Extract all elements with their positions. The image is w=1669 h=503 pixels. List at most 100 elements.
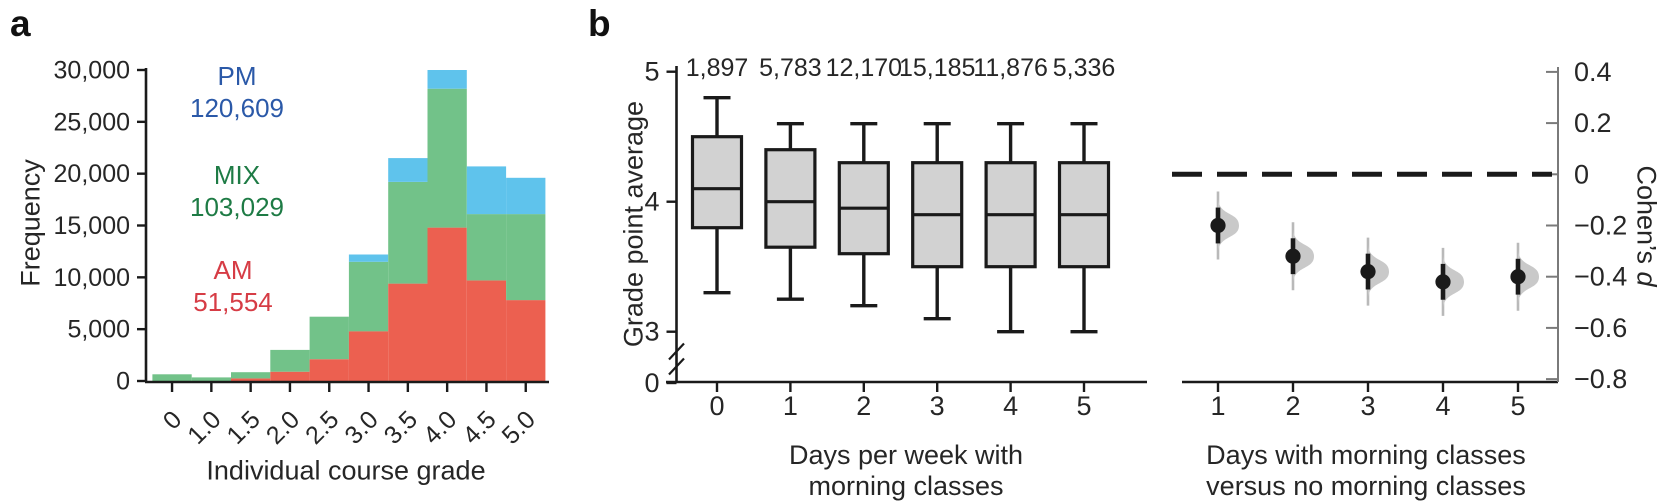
histogram-x-tick-label: 4.5	[457, 405, 501, 449]
legend-mix-count: 103,029	[190, 192, 284, 222]
legend-pm-count: 120,609	[190, 93, 284, 123]
histogram-x-tick-label: 4.0	[418, 405, 462, 449]
histogram-bar-segment-pm	[466, 166, 507, 215]
half-violin	[1368, 244, 1389, 299]
box-count-label: 15,185	[899, 54, 975, 82]
boxplot-y-tick-label: 0	[644, 368, 659, 398]
boxplot-y-axis-title: Grade point average	[618, 100, 649, 348]
histogram-x-tick-label: 1.5	[222, 405, 266, 449]
effects-y-tick-label: 0	[1574, 159, 1589, 189]
histogram-bar-segment-am	[388, 283, 428, 381]
histogram-x-tick-label: 3.5	[379, 405, 423, 449]
histogram-bar-segment-am	[506, 300, 546, 381]
histogram-bar-segment-mix	[152, 374, 192, 381]
box-count-label: 11,876	[973, 54, 1048, 82]
box	[690, 135, 744, 230]
histogram-bar-segment-am	[427, 227, 467, 381]
panel-a-letter: a	[10, 3, 31, 44]
histogram-bar-segment-mix	[309, 316, 349, 360]
histogram-bar-segment-am	[231, 378, 271, 381]
histogram-bar-segment-am	[270, 371, 310, 381]
histogram-y-tick-label: 25,000	[54, 108, 130, 136]
effect-point	[1210, 217, 1226, 234]
histogram-bar-segment-pm	[427, 70, 467, 89]
box-count-label: 12,170	[826, 54, 902, 82]
histogram-x-tick-label: 2.5	[300, 405, 344, 449]
effects-y-tick-label: −0.2	[1574, 211, 1627, 241]
effects-y-tick-label: −0.6	[1574, 313, 1627, 343]
histogram-bar-segment-mix	[270, 349, 310, 372]
box-count-label: 5,336	[1053, 54, 1116, 82]
histogram-bar-segment-mix	[466, 214, 507, 281]
boxplot-y-tick-label: 5	[644, 57, 659, 87]
histogram-y-tick-label: 20,000	[54, 160, 130, 188]
box-count-label: 5,783	[759, 54, 822, 82]
boxplot-y-tick-label: 3	[644, 317, 659, 347]
boxplot-x-tick-label: 5	[1076, 391, 1091, 421]
histogram-bar-segment-mix	[191, 377, 231, 381]
boxplot-y-tick-label: 4	[644, 187, 659, 217]
half-violin	[1218, 198, 1239, 253]
half-violin	[1518, 249, 1539, 304]
legend-pm-label: PM	[217, 61, 257, 91]
effects-y-tick-label: −0.4	[1574, 262, 1627, 292]
effect-point	[1360, 263, 1376, 280]
histogram-bar-segment-mix	[231, 372, 271, 379]
boxplot-x-axis-title: Days per week with morning classes	[788, 440, 1024, 501]
boxplot-x-tick-label: 1	[783, 391, 798, 421]
histogram-bar-segment-mix	[388, 182, 428, 284]
histogram-x-tick-label: 3.0	[339, 405, 383, 449]
axis-break-mark	[668, 342, 685, 361]
legend-am-count: 51,554	[193, 287, 273, 317]
histogram-x-tick-label: 5.0	[497, 405, 541, 449]
histogram-x-axis-title: Individual course grade	[206, 455, 486, 486]
legend-am-label: AM	[213, 255, 253, 285]
legend-am: AM 51,554	[193, 254, 273, 318]
effects-y-tick-label: 0.2	[1574, 108, 1612, 138]
histogram-y-axis-title: Frequency	[15, 159, 46, 287]
effect-point	[1510, 269, 1526, 285]
boxplot-x-tick-label: 4	[1003, 391, 1018, 421]
histogram-bar-segment-pm	[388, 158, 428, 182]
legend-pm: PM 120,609	[190, 60, 284, 124]
box	[764, 148, 817, 249]
effects-x-tick-label: 2	[1285, 391, 1300, 421]
half-violin	[1443, 254, 1464, 309]
histogram-y-tick-label: 5,000	[67, 316, 130, 344]
effects-x-tick-label: 5	[1510, 391, 1525, 421]
boxplot-x-tick-label: 3	[930, 391, 945, 421]
effects-y-axis-title: Cohen’s d	[1631, 165, 1662, 287]
histogram-x-tick-label: 1.0	[182, 405, 226, 449]
panel-b-letter: b	[588, 3, 611, 44]
histogram-bar-segment-am	[348, 331, 389, 381]
histogram-bar-segment-am	[309, 359, 349, 381]
legend-mix-label: MIX	[213, 160, 261, 190]
box-count-label: 1,897	[686, 54, 749, 82]
histogram-bar-segment-mix	[506, 214, 546, 301]
histogram-y-tick-label: 30,000	[54, 57, 130, 85]
boxplot-x-tick-label: 2	[856, 391, 871, 421]
half-violin	[1293, 229, 1314, 284]
histogram-bar-segment-mix	[348, 261, 389, 332]
effects-x-tick-label: 4	[1435, 391, 1450, 421]
histogram-bar-segment-am	[466, 280, 507, 381]
effects-x-axis-title: Days with morning classes versus no morn…	[1206, 440, 1526, 501]
effect-point	[1285, 248, 1301, 264]
effects-x-tick-label: 3	[1360, 391, 1375, 421]
axis-break-mark	[668, 357, 685, 376]
histogram-bar-segment-pm	[348, 254, 389, 262]
effects-y-tick-label: −0.8	[1574, 364, 1627, 394]
effects-y-tick-label: 0.4	[1574, 57, 1612, 87]
effects-x-tick-label: 1	[1210, 391, 1225, 421]
histogram-bar-segment-pm	[506, 177, 546, 215]
legend-mix: MIX 103,029	[190, 159, 284, 223]
histogram-y-tick-label: 15,000	[54, 212, 130, 240]
histogram-y-tick-label: 0	[116, 368, 130, 396]
boxplot-x-tick-label: 0	[709, 391, 724, 421]
histogram-y-tick-label: 10,000	[54, 264, 130, 292]
effect-point	[1435, 274, 1451, 290]
histogram-bar-segment-mix	[427, 88, 467, 228]
histogram-x-tick-label: 2.0	[261, 405, 305, 449]
